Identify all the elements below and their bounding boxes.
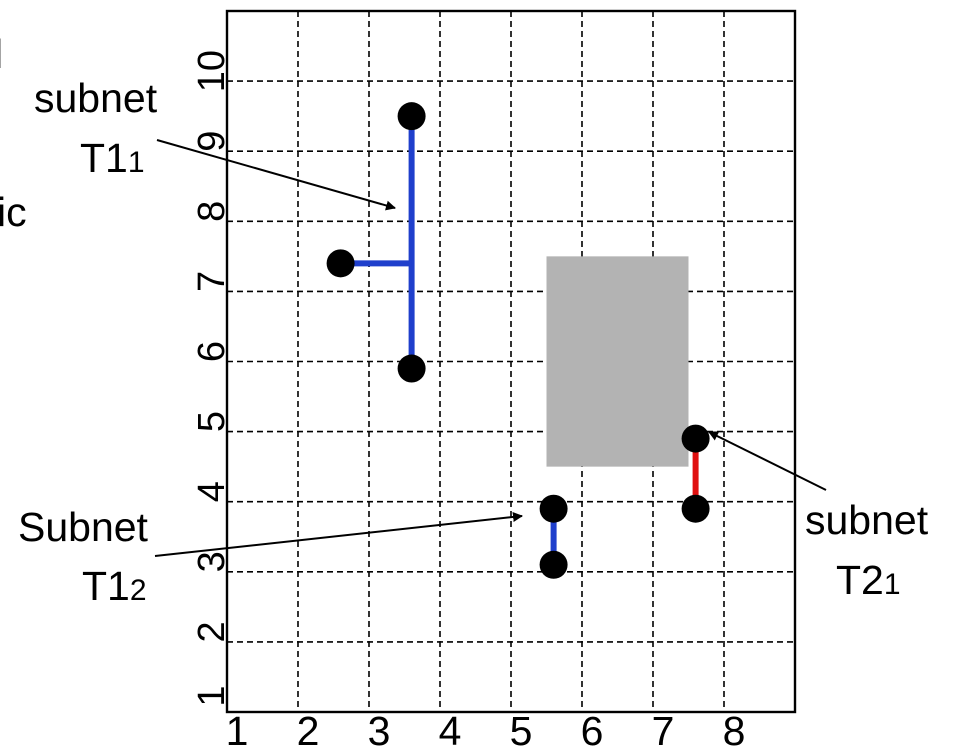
subnet-t21-label-line1: subnet (805, 497, 929, 543)
subnet-t21-pin (681, 424, 710, 453)
callout-arrows (154, 139, 827, 557)
y-tick-label: 4 (191, 481, 233, 502)
subnet-t11-pin (397, 354, 426, 383)
x-tick-label: 7 (652, 708, 675, 748)
clipped-edge-text-mid: ic (0, 189, 27, 235)
subnet-t11-label-line1: subnet (34, 75, 158, 121)
clipped-edge-text-top: l (0, 34, 3, 75)
x-tick-label: 3 (368, 708, 391, 748)
subnet-t11-label-line2: T11 (80, 138, 145, 179)
y-tick-label: 6 (191, 341, 233, 362)
subnet-t11-index: 1 (127, 146, 145, 179)
subnet-t21-pin (681, 494, 710, 523)
y-axis-ticks: 1 2 3 4 5 6 7 8 9 10 (191, 50, 233, 707)
arrow-subnet-t21 (708, 431, 827, 491)
subnet-t21-index: 1 (883, 568, 901, 601)
grid-frame (225, 9, 797, 714)
y-tick-label: 10 (191, 50, 233, 92)
subnet-t12-label-line2: T12 (82, 566, 147, 607)
y-tick-label: 5 (191, 411, 233, 432)
subnet-t21-name: T2 (836, 557, 884, 603)
arrow-subnet-t12 (154, 512, 523, 557)
subnet-t11-pin (397, 102, 426, 131)
y-tick-label: 9 (191, 131, 233, 152)
blockage-rect (546, 256, 689, 467)
subnet-t12-index: 2 (129, 574, 147, 607)
subnet-t12-pin (539, 550, 568, 579)
subnet-t12-name: T1 (82, 563, 130, 609)
subnet-pins (326, 102, 710, 579)
x-tick-label: 4 (439, 708, 462, 748)
x-tick-label: 5 (510, 708, 533, 748)
arrow-subnet-t11 (156, 139, 396, 211)
grid-border (225, 9, 797, 714)
y-tick-label: 3 (191, 551, 233, 572)
x-tick-label: 8 (723, 708, 746, 748)
x-tick-label: 2 (297, 708, 320, 748)
subnet-t12-pin (539, 494, 568, 523)
grid (227, 11, 795, 712)
y-tick-label: 7 (191, 271, 233, 292)
subnet-t21-label-line2: T21 (836, 560, 901, 601)
x-tick-label: 1 (226, 708, 249, 748)
x-axis-ticks: 1 2 3 4 5 6 7 8 (226, 708, 746, 748)
blockage-region (546, 256, 689, 467)
y-tick-label: 2 (191, 621, 233, 642)
subnet-t12-label-line1: Subnet (18, 504, 148, 550)
y-tick-label: 8 (191, 201, 233, 222)
subnet-t11-name: T1 (80, 135, 128, 181)
x-tick-label: 6 (581, 708, 604, 748)
y-tick-label: 1 (191, 685, 233, 706)
subnet-t11-pin (326, 249, 355, 278)
